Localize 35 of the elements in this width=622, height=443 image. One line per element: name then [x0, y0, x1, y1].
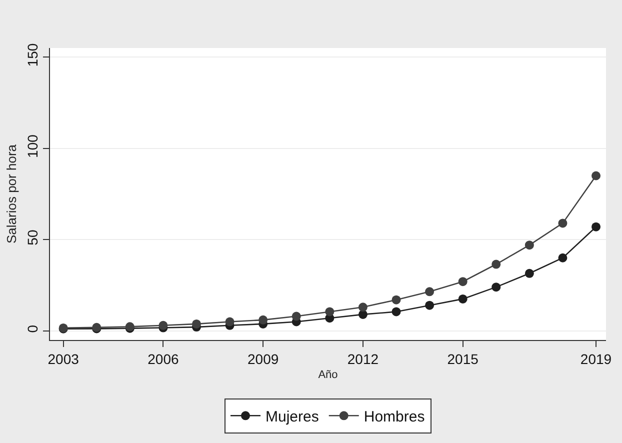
- point: [592, 171, 601, 180]
- x-tick-label: 2015: [447, 350, 479, 367]
- y-tick-label: 50: [24, 230, 40, 246]
- point: [592, 222, 601, 232]
- x-tick-label: 2012: [347, 350, 379, 367]
- point: [325, 307, 334, 316]
- point: [292, 312, 301, 321]
- x-axis-title: Año: [318, 369, 338, 382]
- point: [558, 253, 568, 262]
- y-tick-label: 0: [24, 324, 40, 333]
- x-tick-label: 2009: [248, 350, 279, 367]
- x-tick-label: 2019: [580, 350, 612, 367]
- x-tick-label: 2003: [48, 350, 80, 367]
- point: [258, 315, 268, 324]
- legend-label: Hombres: [364, 408, 425, 426]
- point: [524, 240, 534, 250]
- point: [425, 287, 434, 296]
- point: [158, 320, 168, 330]
- point: [458, 294, 468, 304]
- x-tick-label: 2006: [148, 350, 179, 367]
- point: [492, 260, 501, 269]
- point: [458, 277, 468, 286]
- point: [358, 302, 368, 312]
- y-axis-title: Salarios por hora: [4, 144, 20, 244]
- point: [524, 268, 534, 278]
- point: [192, 319, 201, 328]
- point: [558, 218, 568, 228]
- point: [492, 282, 501, 292]
- point: [392, 295, 401, 304]
- y-tick-label: 150: [24, 43, 40, 67]
- y-tick-label: 100: [24, 134, 40, 158]
- legend-label: Mujeres: [266, 408, 319, 426]
- point: [392, 307, 401, 316]
- point: [225, 317, 234, 326]
- point: [425, 300, 434, 310]
